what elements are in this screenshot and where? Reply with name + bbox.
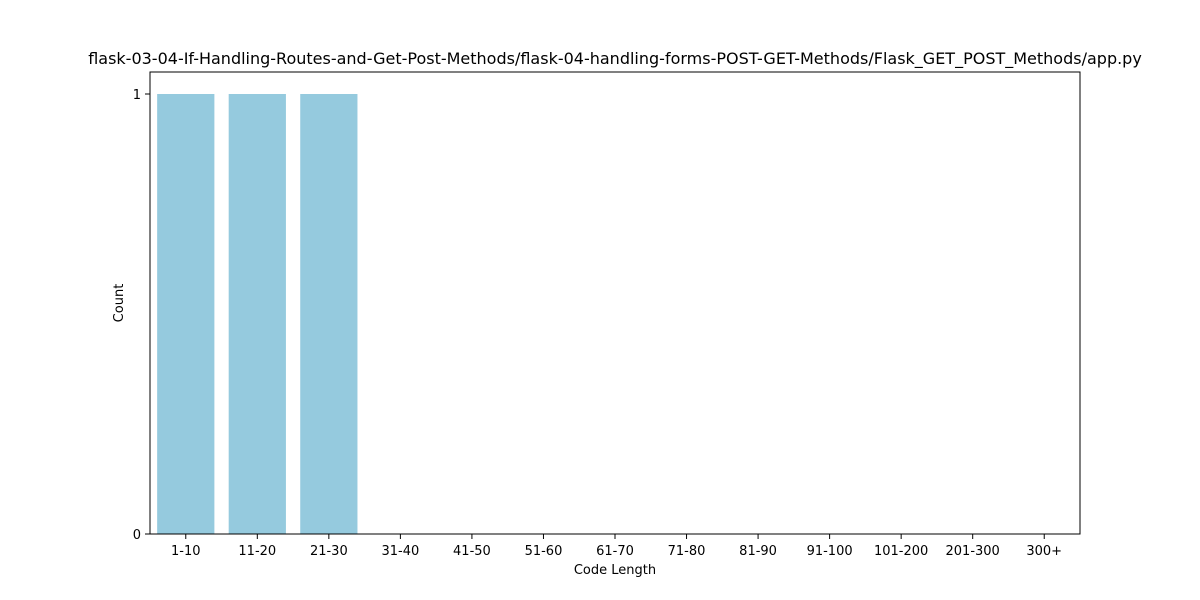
bar-1-10 (157, 94, 215, 534)
x-tick-label: 81-90 (739, 544, 777, 559)
plot-frame (149, 71, 1081, 535)
x-tick-label: 101-200 (874, 544, 928, 559)
y-axis-title: Count (112, 284, 127, 323)
x-axis-ticks: 1-10 11-20 21-30 31-40 41-50 51-60 61-70 71-80 8… (171, 534, 1062, 559)
y-tick-label: 1 (133, 88, 141, 103)
x-tick-label: 300+ (1026, 544, 1062, 559)
chart-title: flask-03-04-If-Handling-Routes-and-Get-P… (88, 49, 1142, 69)
bar-21-30 (300, 94, 358, 534)
x-tick-label: 51-60 (525, 544, 563, 559)
x-tick-label: 61-70 (596, 544, 634, 559)
x-tick-label: 31-40 (381, 544, 419, 559)
x-tick-label: 71-80 (668, 544, 706, 559)
x-axis-title: Code Length (574, 563, 656, 578)
x-tick-label: 201-300 (946, 544, 1000, 559)
x-tick-label: 21-30 (310, 544, 348, 559)
y-axis-ticks: 01 (133, 88, 150, 543)
x-tick-label: 1-10 (171, 544, 201, 559)
x-tick-label: 41-50 (453, 544, 491, 559)
bars-group (157, 94, 358, 534)
bar-11-20 (228, 94, 286, 534)
y-tick-label: 0 (133, 528, 141, 543)
x-tick-label: 11-20 (238, 544, 276, 559)
x-tick-label: 91-100 (807, 544, 853, 559)
